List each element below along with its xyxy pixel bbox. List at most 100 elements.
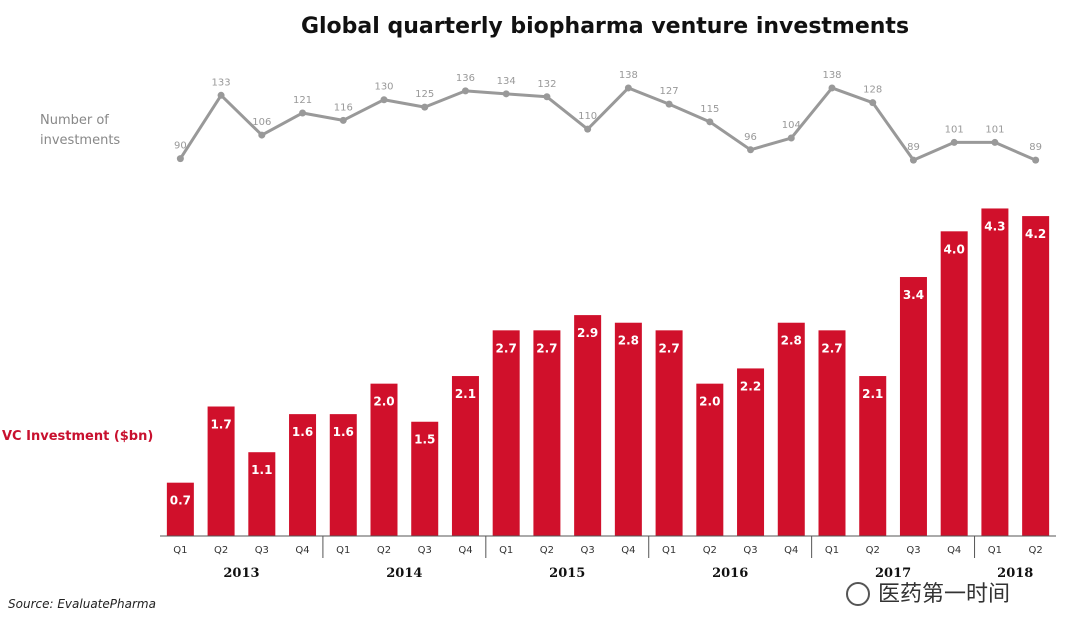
line-point	[339, 116, 347, 124]
quarter-tick-label: Q2	[377, 545, 391, 556]
bar-value-label: 2.7	[821, 341, 842, 355]
bar-value-label: 4.2	[1025, 227, 1046, 241]
quarter-tick-label: Q3	[743, 545, 757, 556]
quarter-tick-label: Q1	[173, 545, 187, 556]
line-point	[421, 103, 429, 111]
bar-value-label: 0.7	[170, 494, 191, 508]
watermark: 医药第一时间	[846, 582, 1010, 607]
bar	[737, 368, 765, 536]
quarter-tick-label: Q3	[255, 545, 269, 556]
bar	[899, 277, 927, 536]
bar-value-label: 1.7	[210, 418, 231, 432]
line-point	[950, 138, 958, 146]
bar-value-label: 2.9	[577, 326, 598, 340]
quarter-tick-label: Q2	[214, 545, 228, 556]
bar	[940, 231, 968, 536]
line-point-label: 106	[252, 117, 271, 128]
bar	[655, 330, 683, 536]
line-point	[787, 134, 795, 142]
quarter-tick-label: Q4	[458, 545, 472, 556]
bar-value-label: 3.4	[903, 288, 924, 302]
line-point-label: 132	[537, 79, 556, 90]
bar-value-label: 2.2	[740, 379, 761, 393]
bar	[207, 406, 235, 536]
bar	[981, 208, 1009, 536]
bar-value-label: 2.0	[373, 395, 394, 409]
bar	[614, 322, 642, 536]
line-point	[991, 138, 999, 146]
bar	[777, 322, 805, 536]
line-layer: 90 133 106 121 116 130 125 136 134 132 110 138 127 11…	[174, 70, 1042, 164]
line-point	[747, 146, 755, 154]
quarter-tick-label: Q1	[499, 545, 513, 556]
line-point	[869, 99, 877, 107]
line-point-label: 125	[415, 89, 434, 100]
bar-value-label: 4.0	[944, 242, 965, 256]
bar	[1022, 216, 1050, 536]
quarter-tick-label: Q2	[703, 545, 717, 556]
bar	[329, 414, 357, 536]
quarter-tick-label: Q1	[336, 545, 350, 556]
bar	[859, 376, 887, 536]
line-point	[584, 125, 592, 133]
line-point	[502, 90, 510, 98]
line-point-label: 138	[619, 70, 638, 81]
line-point-label: 104	[782, 120, 801, 131]
bar	[370, 383, 398, 536]
year-label: 2014	[386, 566, 422, 581]
line-series-label-line2: investments	[40, 133, 120, 148]
bar	[533, 330, 561, 536]
wechat-icon	[846, 582, 870, 606]
year-label: 2016	[712, 566, 748, 581]
bar	[492, 330, 520, 536]
line-point	[1032, 156, 1040, 164]
quarter-tick-label: Q4	[621, 545, 635, 556]
line-point-label: 115	[700, 104, 719, 115]
bar-value-label: 4.3	[984, 219, 1005, 233]
year-label: 2018	[997, 566, 1033, 581]
quarter-tick-label: Q1	[988, 545, 1002, 556]
quarter-tick-label: Q1	[825, 545, 839, 556]
bar-value-label: 2.8	[781, 334, 802, 348]
bar-value-label: 2.7	[496, 341, 517, 355]
bar-value-label: 1.5	[414, 433, 435, 447]
bar-value-label: 2.0	[699, 395, 720, 409]
line-series	[179, 86, 1037, 162]
watermark-text: 医药第一时间	[878, 582, 1010, 607]
line-point	[543, 93, 551, 101]
bar-value-label: 1.1	[251, 463, 272, 477]
quarter-tick-label: Q4	[784, 545, 798, 556]
quarter-tick-label: Q2	[1029, 545, 1043, 556]
year-label: 2013	[223, 566, 259, 581]
line-point-label: 128	[863, 85, 882, 96]
bar-value-label: 2.1	[862, 387, 883, 401]
bar-value-label: 2.1	[455, 387, 476, 401]
bar	[574, 315, 602, 536]
line-series-label-line1: Number of	[40, 113, 109, 128]
bar-value-label: 2.8	[618, 334, 639, 348]
line-point	[909, 156, 917, 164]
bar-value-label: 1.6	[333, 425, 354, 439]
line-point-label: 116	[334, 102, 353, 113]
line-point	[828, 84, 836, 92]
line-point-label: 138	[822, 70, 841, 81]
quarter-tick-label: Q2	[540, 545, 554, 556]
year-label: 2015	[549, 566, 585, 581]
quarter-tick-label: Q4	[947, 545, 961, 556]
line-point	[624, 84, 632, 92]
line-point	[217, 91, 225, 99]
bar	[289, 414, 317, 536]
line-point	[461, 87, 469, 95]
quarter-tick-label: Q3	[581, 545, 595, 556]
bar-value-label: 2.7	[536, 341, 557, 355]
bar-value-label: 1.6	[292, 425, 313, 439]
bar	[696, 383, 724, 536]
line-point-label: 110	[578, 111, 597, 122]
line-point	[380, 96, 388, 104]
line-point-label: 134	[497, 76, 516, 87]
line-point-label: 101	[945, 124, 964, 135]
line-point	[665, 100, 673, 108]
bar-series-label: VC Investment ($bn)	[2, 429, 153, 444]
line-point-label: 96	[744, 132, 757, 143]
quarter-tick-label: Q3	[418, 545, 432, 556]
